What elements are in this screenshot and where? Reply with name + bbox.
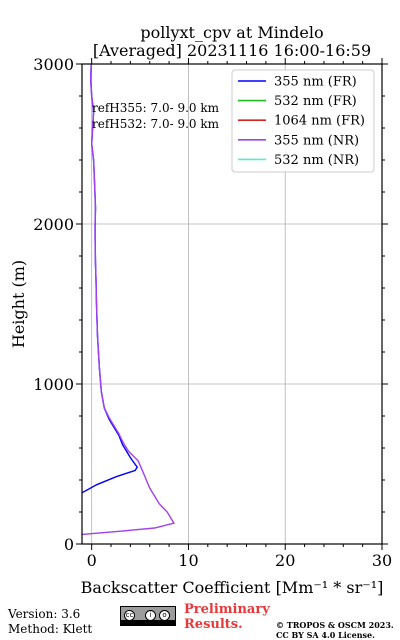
chart-title-line2: [Averaged] 20231116 16:00-16:59 <box>92 41 372 60</box>
ticks: 0 10 20 30 0 1000 2000 3000 <box>33 55 392 570</box>
cc-license-logo: cc i o <box>120 606 176 626</box>
preliminary-text: Preliminary Results. <box>184 602 270 632</box>
x-tick-label: 10 <box>178 551 198 570</box>
legend-box <box>231 69 375 173</box>
ref-height-annotation: refH532: 7.0- 9.0 km <box>92 117 220 131</box>
version-text: Version: 3.6 <box>8 607 81 621</box>
x-tick-label: 0 <box>87 551 97 570</box>
legend-label: 355 nm (FR) <box>274 75 357 90</box>
chart-title-line1: pollyxt_cpv at Mindelo <box>140 23 324 42</box>
x-axis-label: Backscatter Coefficient [Mm⁻¹ * sr⁻¹] <box>81 578 384 597</box>
y-tick-label: 3000 <box>33 55 74 74</box>
ref-height-annotation: refH355: 7.0- 9.0 km <box>92 101 220 115</box>
copyright-text: © TROPOS & OSCM 2023. CC BY SA 4.0 Licen… <box>276 620 394 640</box>
legend: 355 nm (FR) 532 nm (FR) 1064 nm (FR) 355 nm… <box>231 69 375 173</box>
preliminary-line1: Preliminary <box>184 602 270 617</box>
annotations: refH355: 7.0- 9.0 km refH532: 7.0- 9.0 km <box>92 101 220 131</box>
method-text: Method: Klett <box>8 622 93 636</box>
copyright-line1: © TROPOS & OSCM 2023. <box>276 620 394 630</box>
legend-label: 532 nm (FR) <box>274 94 357 109</box>
x-tick-label: 30 <box>372 551 392 570</box>
y-axis-label: Height (m) <box>9 260 28 348</box>
axis-labels: Backscatter Coefficient [Mm⁻¹ * sr⁻¹] Hei… <box>9 260 383 597</box>
legend-label: 355 nm (NR) <box>274 133 359 148</box>
legend-label: 1064 nm (FR) <box>274 114 365 129</box>
preliminary-line2: Results. <box>184 617 243 632</box>
y-tick-label: 0 <box>64 535 74 554</box>
y-tick-label: 1000 <box>33 375 74 394</box>
plot-frame <box>81 63 383 545</box>
legend-label: 532 nm (NR) <box>274 153 359 168</box>
series-group <box>82 64 175 536</box>
series-line <box>82 64 175 536</box>
y-tick-label: 2000 <box>33 215 74 234</box>
copyright-line2: CC BY SA 4.0 License. <box>276 630 375 640</box>
x-tick-label: 20 <box>275 551 295 570</box>
